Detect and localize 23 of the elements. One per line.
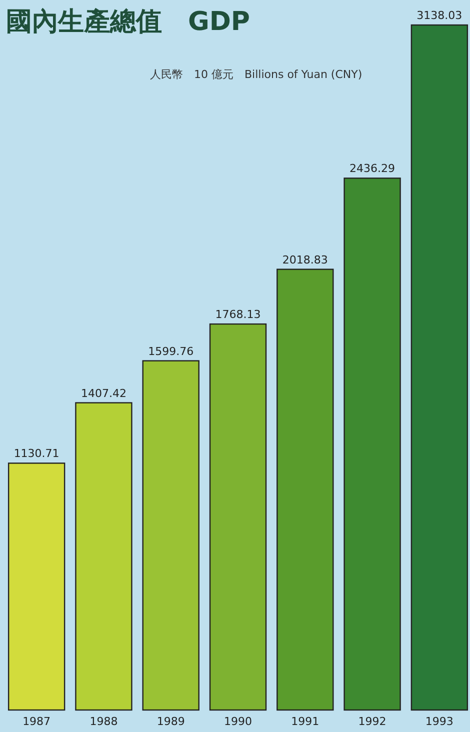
data-label: 1768.13	[215, 308, 261, 322]
x-tick-label: 1987	[22, 715, 51, 728]
bar	[75, 402, 132, 711]
chart-title: 國內生產總值 GDP	[6, 7, 250, 37]
bar	[344, 178, 401, 711]
data-label: 2436.29	[350, 162, 396, 176]
bar	[276, 268, 334, 711]
data-label: 1599.76	[148, 344, 194, 358]
text: 人民幣 10 億元 Billions of Yuan (CNY)	[150, 68, 362, 81]
data-label: 1130.71	[14, 447, 60, 460]
x-tick-label: 1988	[90, 715, 118, 728]
data-label: 1407.42	[80, 386, 126, 400]
x-tick-label: 1992	[358, 715, 386, 728]
bar	[410, 24, 468, 711]
bar	[8, 462, 66, 711]
x-tick-label: 1990	[224, 715, 252, 728]
data-label: 3138.03	[416, 9, 462, 22]
x-tick-label: 1989	[156, 715, 185, 728]
x-tick-label: 1993	[425, 715, 454, 728]
bar	[209, 323, 267, 711]
data-label: 2018.83	[282, 253, 328, 266]
bar	[142, 360, 200, 711]
x-tick-label: 1991	[291, 715, 320, 728]
